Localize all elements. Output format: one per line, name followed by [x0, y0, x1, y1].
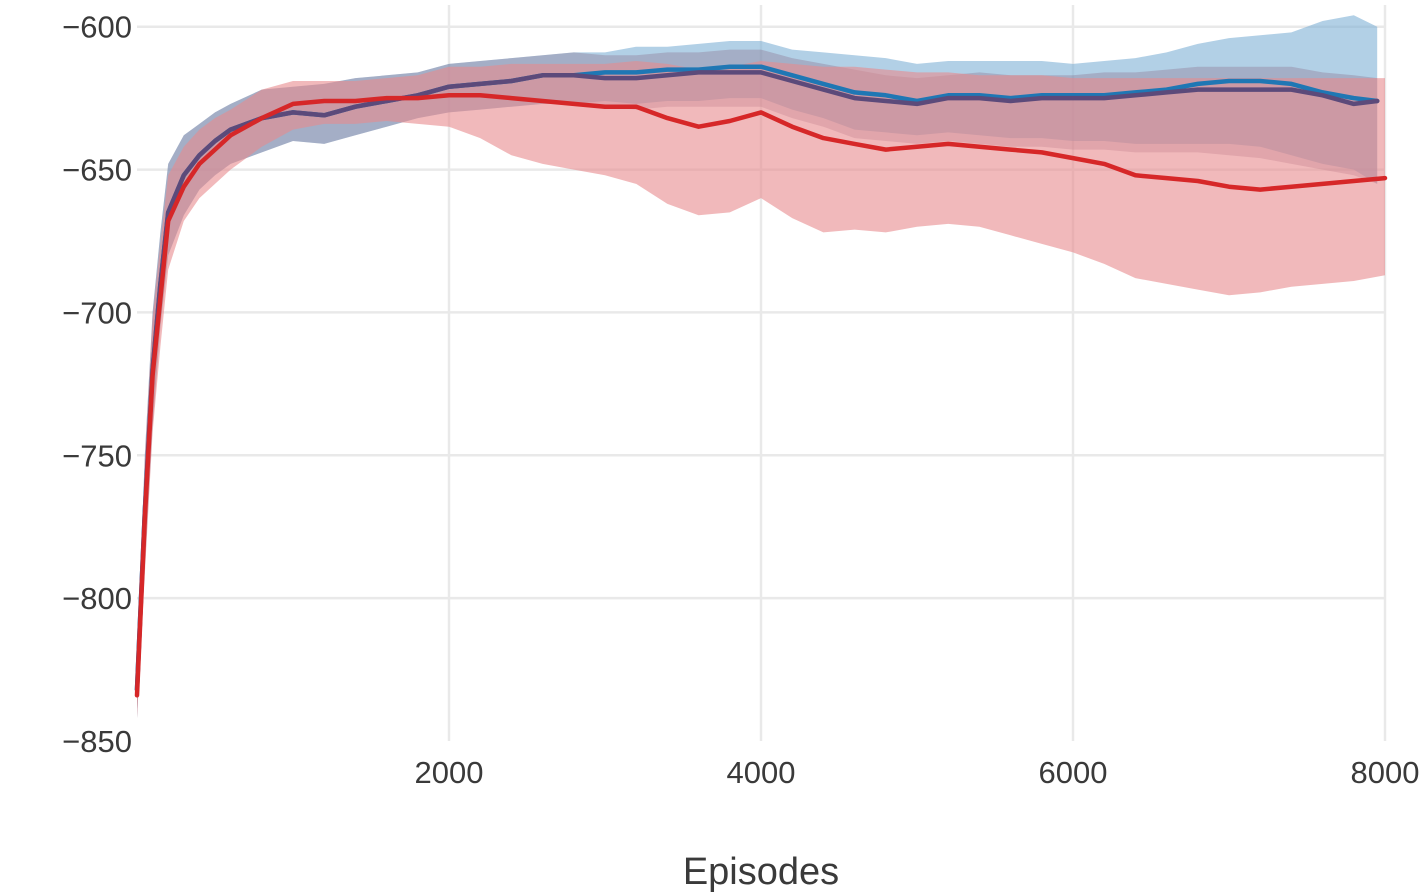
x-tick-label: 8000 [1351, 755, 1420, 790]
tick-labels: −600 −650 −700 −750 −800 −850 2000 4000 6000 8000 [62, 10, 1419, 790]
confidence-band-3 [137, 61, 1385, 719]
series-line-3 [134, 93, 1388, 698]
y-tick-label: −800 [62, 581, 132, 616]
y-tick-label: −850 [62, 724, 132, 759]
series-line-2 [134, 70, 1380, 692]
x-tick-label: 6000 [1039, 755, 1108, 790]
x-tick-label: 2000 [415, 755, 484, 790]
y-tick-label: −600 [62, 10, 132, 45]
series-lines [134, 64, 1388, 698]
y-tick-label: −750 [62, 438, 132, 473]
grid-lines [137, 5, 1387, 741]
x-tick-label: 4000 [727, 755, 796, 790]
y-tick-label: −700 [62, 295, 132, 330]
y-tick-label: −650 [62, 153, 132, 188]
x-axis-title: Episodes [683, 851, 839, 893]
